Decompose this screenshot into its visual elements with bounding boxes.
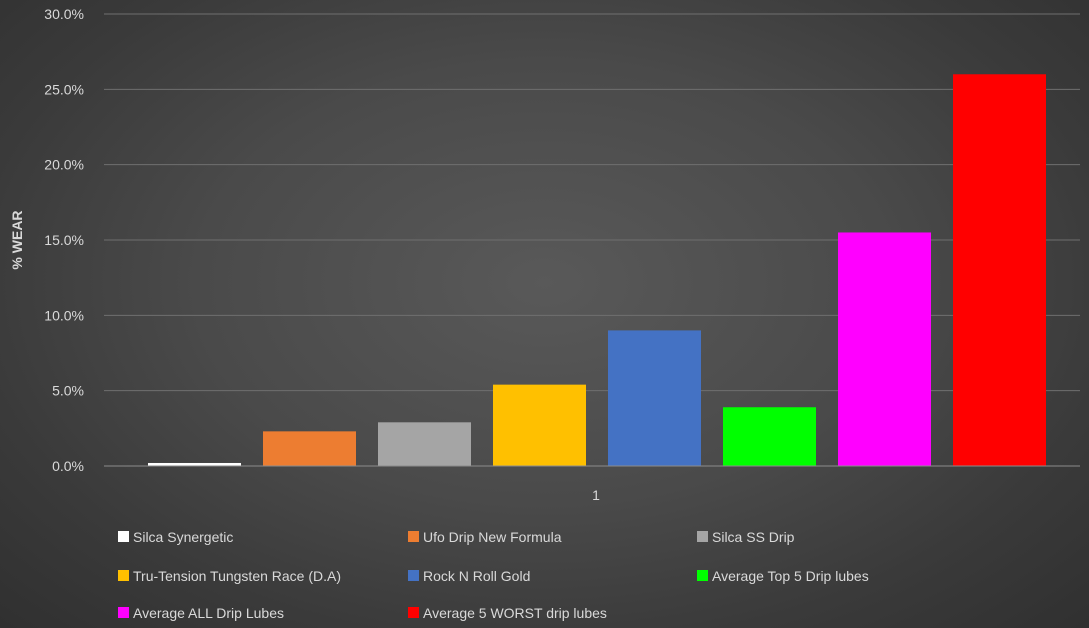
y-axis-ticks: 0.0% 5.0% 10.0% 15.0% 20.0% 25.0% 30.0% [44, 6, 84, 474]
bar [263, 431, 356, 466]
legend-swatch [118, 531, 129, 542]
legend-label: Average Top 5 Drip lubes [712, 568, 869, 584]
bar [148, 462, 241, 466]
legend: Silca Synergetic Ufo Drip New Formula Silc… [118, 529, 869, 621]
bar [608, 330, 701, 466]
legend-label: Rock N Roll Gold [423, 568, 530, 584]
bar [723, 407, 816, 466]
y-tick-label: 0.0% [52, 458, 84, 474]
y-tick-label: 10.0% [44, 307, 84, 323]
legend-label: Tru-Tension Tungsten Race (D.A) [133, 568, 341, 584]
y-tick-label: 20.0% [44, 157, 84, 173]
legend-swatch [697, 570, 708, 581]
bar [953, 74, 1046, 467]
y-tick-label: 15.0% [44, 232, 84, 248]
y-tick-label: 30.0% [44, 6, 84, 22]
legend-swatch [118, 607, 129, 618]
bars [148, 74, 1046, 467]
x-category-label: 1 [592, 487, 600, 503]
legend-swatch [408, 607, 419, 618]
bar [838, 232, 931, 466]
bar [493, 384, 586, 466]
legend-label: Silca SS Drip [712, 529, 795, 545]
bar [378, 422, 471, 466]
y-axis-label: % WEAR [9, 210, 25, 269]
legend-swatch [697, 531, 708, 542]
legend-swatch [118, 570, 129, 581]
y-tick-label: 25.0% [44, 81, 84, 97]
legend-swatch [408, 570, 419, 581]
legend-label: Silca Synergetic [133, 529, 233, 545]
legend-label: Ufo Drip New Formula [423, 529, 562, 545]
legend-label: Average ALL Drip Lubes [133, 605, 284, 621]
gridlines [104, 13, 1080, 392]
legend-label: Average 5 WORST drip lubes [423, 605, 607, 621]
y-tick-label: 5.0% [52, 383, 84, 399]
legend-swatch [408, 531, 419, 542]
